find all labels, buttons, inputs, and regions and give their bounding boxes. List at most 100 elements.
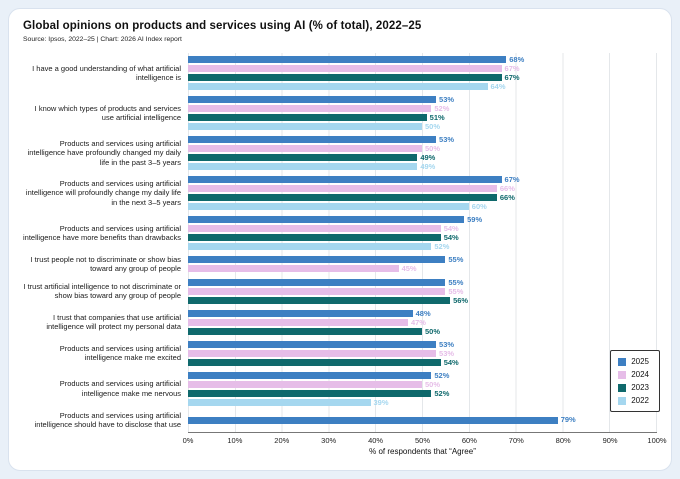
category-bars: 59% 54% 54% 52% [188, 213, 657, 253]
bar-row: 49% [188, 154, 656, 161]
category-bars: 68% 67% 67% 64% [188, 53, 657, 93]
bar-row: 48% [188, 308, 656, 318]
bar-2024 [188, 287, 446, 295]
bar-2022 [188, 123, 422, 130]
bar-value-label: 55% [448, 255, 464, 265]
legend-label: 2024 [631, 370, 649, 379]
bar-2024 [188, 265, 399, 273]
x-tick: 100% [647, 435, 667, 445]
bar-2025 [188, 96, 437, 103]
bar-row: 50% [188, 379, 656, 389]
bar-value-label: 48% [415, 308, 431, 318]
bar-row: 54% [188, 357, 656, 367]
bar-value-label: 64% [490, 81, 506, 91]
bar-value-label: 59% [467, 214, 483, 224]
x-tick: 90% [602, 435, 618, 445]
bar-2023 [188, 389, 432, 397]
category-bars: 79% [188, 408, 657, 432]
category-label: Products and services using artificial i… [59, 379, 181, 398]
chart-source: Source: Ipsos, 2022–25 | Chart: 2026 AI … [23, 36, 182, 43]
bar-value-label: 52% [434, 370, 450, 380]
bar-2022 [188, 398, 371, 406]
bar-value-label: 53% [439, 134, 455, 144]
category-group: Products and services using artificial i… [23, 368, 657, 409]
bar-row: 54% [188, 234, 656, 241]
legend-item: 2024 [618, 370, 649, 379]
category-group: Products and services using artificial i… [23, 173, 657, 213]
category-label: Products and services using artificial i… [27, 138, 181, 167]
bar-value-label: 79% [560, 415, 576, 425]
category-group: I know which types of products and servi… [23, 93, 657, 133]
bar-2025 [188, 256, 446, 264]
bar-2025 [188, 136, 437, 143]
category-label: I trust that companies that use artifici… [46, 312, 181, 332]
chart-body: I have a good understanding of what arti… [23, 53, 657, 432]
bar-row: 52% [188, 243, 656, 250]
x-tick: 60% [461, 435, 477, 445]
bar-2025 [188, 371, 432, 379]
bar-row: 47% [188, 318, 656, 326]
bar-value-label: 50% [425, 379, 441, 389]
category-group: I have a good understanding of what arti… [23, 53, 657, 93]
x-tick: 80% [555, 435, 571, 445]
bar-row: 53% [188, 136, 656, 143]
bar-2022 [188, 83, 488, 90]
bar-value-label: 66% [499, 183, 515, 193]
category-label: I have a good understanding of what arti… [32, 63, 181, 82]
chart-card: Global opinions on products and services… [8, 8, 672, 471]
bar-2025 [188, 416, 558, 424]
bar-row: 55% [188, 255, 656, 265]
bar-value-label: 45% [401, 264, 417, 274]
category-group: Products and services using artificial i… [23, 133, 657, 173]
bar-value-label: 53% [439, 339, 455, 349]
category-group: Products and services using artificial i… [23, 408, 657, 432]
bar-2023 [188, 296, 451, 304]
bar-2023 [188, 114, 427, 121]
x-tick: 50% [414, 435, 431, 445]
bar-value-label: 54% [443, 223, 459, 233]
legend-item: 2022 [618, 396, 649, 405]
bar-value-label: 52% [434, 388, 450, 398]
bar-2024 [188, 145, 422, 152]
bar-value-label: 53% [439, 94, 455, 104]
bar-2024 [188, 185, 497, 192]
category-label: Products and services using artificial i… [59, 343, 181, 363]
x-tick: 40% [368, 435, 384, 445]
bar-2024 [188, 318, 408, 326]
bar-row: 49% [188, 163, 656, 170]
bar-value-label: 67% [504, 63, 520, 73]
bar-row: 56% [188, 296, 656, 304]
legend-label: 2025 [631, 357, 649, 366]
bar-2022 [188, 163, 418, 170]
x-tick: 70% [508, 435, 524, 445]
category-bars: 53% 53% 54% [188, 337, 657, 369]
x-axis-ticks: 0% 10% 20% 30% 40% 50% 60% 70% 80% 90% 100% [183, 431, 667, 445]
bar-value-label: 54% [443, 357, 459, 367]
category-bars: 53% 50% 49% 49% [188, 133, 657, 173]
bar-2025 [188, 216, 465, 223]
bar-2023 [188, 74, 502, 81]
category-bars: 53% 52% 51% 50% [188, 93, 657, 133]
category-group: Products and services using artificial i… [23, 337, 657, 369]
bar-row: 52% [188, 370, 656, 380]
bar-row: 67% [188, 74, 656, 81]
legend: 2025 2024 2023 2022 [610, 350, 660, 412]
bar-value-label: 52% [434, 241, 450, 251]
category-label: I trust artificial intelligence to not d… [23, 281, 181, 301]
legend-label: 2022 [631, 396, 649, 405]
category-label: I trust people not to discriminate or sh… [30, 255, 182, 274]
bar-value-label: 51% [429, 112, 445, 122]
bar-value-label: 50% [425, 326, 441, 336]
bar-row: 53% [188, 96, 656, 103]
bar-value-label: 50% [425, 121, 441, 131]
category-label: Products and services using artificial i… [25, 178, 181, 207]
bar-value-label: 54% [443, 232, 459, 242]
bar-value-label: 52% [434, 103, 450, 113]
bar-2024 [188, 65, 502, 72]
bar-2024 [188, 225, 441, 232]
bar-value-label: 67% [504, 72, 520, 82]
chart-title: Global opinions on products and services… [23, 20, 422, 32]
legend-item: 2023 [618, 383, 649, 392]
legend-swatch [618, 357, 627, 366]
